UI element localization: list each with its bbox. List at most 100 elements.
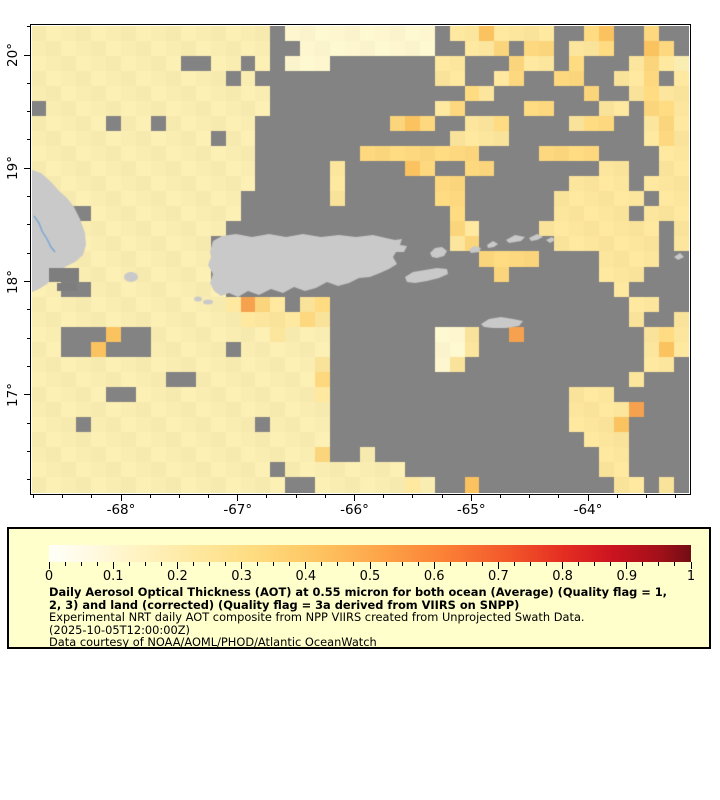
x-major-tick (354, 494, 355, 501)
y-minor-tick (27, 366, 31, 368)
x-minor-tick (499, 494, 501, 498)
y-minor-tick (27, 111, 31, 113)
colorbar-major-tick (433, 562, 435, 569)
x-axis-label: -65° (456, 502, 486, 518)
colorbar-major-tick (176, 562, 178, 569)
y-major-tick (24, 394, 31, 396)
colorbar-minor-tick (209, 562, 210, 566)
colorbar-tick-label: 0.6 (423, 569, 445, 584)
x-minor-tick (266, 494, 268, 498)
y-minor-tick (27, 337, 31, 339)
legend-panel: 0 0.1 0.2 0.3 0.4 0.5 0.6 0.7 0.8 0.9 1 Daily Aero… (7, 527, 711, 649)
x-axis-label: -64° (573, 502, 603, 518)
colorbar-minor-tick (144, 562, 146, 566)
x-axis-label: -67° (223, 502, 253, 518)
x-axis-label: -68° (106, 502, 136, 518)
colorbar-minor-tick (530, 562, 531, 566)
colorbar-minor-tick (578, 562, 580, 566)
colorbar-minor-tick (128, 562, 130, 566)
y-minor-tick (27, 479, 31, 481)
y-minor-tick (27, 196, 31, 198)
colorbar-minor-tick (337, 562, 339, 566)
legend-text-block: Daily Aerosol Optical Thickness (AOT) at… (49, 586, 667, 649)
colorbar-tick-label: 0.9 (616, 569, 638, 584)
colorbar-minor-tick (481, 562, 483, 566)
legend-description: Experimental NRT daily AOT composite fro… (49, 610, 585, 625)
colorbar-minor-tick (96, 562, 98, 566)
y-minor-tick (27, 224, 31, 226)
colorbar-minor-tick (513, 562, 515, 566)
colorbar-minor-tick (64, 562, 66, 566)
x-minor-tick (149, 494, 151, 498)
colorbar-gradient (49, 545, 691, 562)
y-minor-tick (27, 26, 31, 28)
colorbar-tick-label: 0.5 (359, 569, 381, 584)
x-minor-tick (558, 494, 560, 498)
x-minor-tick (295, 494, 297, 498)
colorbar-minor-tick (192, 562, 194, 566)
x-minor-tick (91, 494, 93, 498)
x-minor-tick (32, 494, 34, 498)
legend-timestamp: (2025-10-05T12:00:00Z) (49, 622, 191, 637)
y-major-tick (24, 281, 31, 283)
y-minor-tick (27, 309, 31, 311)
colorbar-tick-label: 0.7 (488, 569, 509, 584)
colorbar-tick-label: 0.8 (552, 569, 573, 584)
x-minor-tick (324, 494, 326, 498)
colorbar-major-tick (112, 562, 114, 569)
colorbar-major-tick (48, 562, 50, 569)
colorbar-major-tick (690, 562, 692, 569)
x-minor-tick (208, 494, 210, 498)
y-major-tick (24, 167, 31, 169)
aot-data-map-canvas (32, 26, 689, 493)
colorbar-minor-tick (610, 562, 612, 566)
colorbar-minor-tick (546, 562, 548, 566)
x-major-tick (470, 494, 472, 501)
y-minor-tick (27, 82, 31, 84)
map-plot-area (30, 24, 691, 495)
colorbar-major-tick (241, 562, 243, 569)
colorbar-minor-tick (353, 562, 355, 566)
colorbar-major-tick (626, 562, 628, 569)
y-minor-tick (27, 451, 31, 453)
colorbar-minor-tick (465, 562, 467, 566)
colorbar-minor-tick (321, 562, 323, 566)
y-axis-label: 18° (5, 269, 21, 294)
colorbar-minor-tick (273, 562, 275, 566)
x-axis-label: -66° (340, 502, 369, 518)
x-minor-tick (441, 494, 443, 498)
colorbar-minor-tick (417, 562, 419, 566)
x-minor-tick (675, 494, 677, 498)
colorbar-tick-label: 0 (44, 569, 54, 584)
colorbar-minor-tick (674, 562, 676, 566)
y-minor-tick (27, 139, 31, 141)
y-major-tick (24, 54, 31, 56)
x-minor-tick (529, 494, 531, 498)
colorbar-tick-label: 0.2 (167, 569, 188, 584)
colorbar-minor-tick (225, 562, 227, 566)
y-axis-label: 20° (5, 43, 21, 67)
colorbar-major-tick (369, 562, 371, 569)
colorbar-tick-label: 0.1 (102, 569, 124, 584)
x-minor-tick (645, 494, 647, 498)
colorbar-tick-label: 0.4 (295, 569, 317, 584)
x-minor-tick (616, 494, 618, 498)
colorbar-major-tick (562, 562, 564, 569)
colorbar-minor-tick (642, 562, 644, 566)
colorbar-minor-tick (658, 562, 660, 566)
y-minor-tick (27, 252, 31, 254)
colorbar-minor-tick (289, 562, 291, 566)
x-minor-tick (383, 494, 385, 498)
colorbar-minor-tick (385, 562, 387, 566)
x-major-tick (587, 494, 589, 501)
colorbar-minor-tick (160, 562, 162, 566)
colorbar-tick-label: 1 (686, 569, 696, 584)
colorbar-minor-tick (401, 562, 403, 566)
colorbar-minor-tick (80, 562, 82, 566)
y-axis-label: 17° (5, 382, 21, 407)
x-minor-tick (412, 494, 414, 498)
x-major-tick (120, 494, 122, 501)
colorbar-major-tick (305, 562, 307, 569)
y-minor-tick (27, 422, 31, 424)
